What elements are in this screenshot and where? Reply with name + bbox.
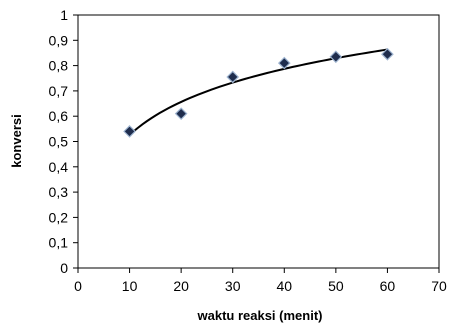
data-point-diamond: [329, 50, 343, 64]
data-point-diamond: [381, 47, 394, 61]
y-axis-ticks: 0 0,1 0,2 0,3 0,4 0,5 0,6 0,7 0,8 0,9 1: [49, 7, 78, 276]
x-tick-label: 30: [225, 278, 241, 294]
x-tick-label: 40: [276, 278, 292, 294]
trendline: [128, 48, 388, 136]
y-tick-label: 0,7: [49, 83, 69, 99]
y-tick-label: 0,5: [49, 134, 69, 150]
y-tick-label: 0,2: [49, 209, 69, 225]
y-tick-label: 0,1: [49, 235, 69, 251]
x-tick-label: 20: [173, 278, 189, 294]
x-axis-title: waktu reaksi (menit): [197, 308, 323, 323]
y-tick-label: 0,6: [49, 108, 69, 124]
data-point-diamond: [277, 56, 291, 70]
y-axis-title: konversi: [9, 114, 24, 167]
x-tick-label: 50: [328, 278, 344, 294]
x-tick-label: 0: [74, 278, 82, 294]
data-points: [123, 47, 394, 138]
y-tick-label: 1: [60, 7, 68, 23]
y-tick-label: 0,8: [49, 58, 69, 74]
y-tick-label: 0,4: [49, 159, 69, 175]
x-tick-label: 70: [431, 278, 447, 294]
y-tick-label: 0,9: [49, 32, 69, 48]
trendline-layer: [128, 48, 388, 136]
y-tick-label: 0,3: [49, 184, 69, 200]
x-tick-label: 60: [380, 278, 396, 294]
data-point-diamond: [226, 70, 240, 84]
x-axis-ticks: 0 10 20 30 40 50 60 70: [74, 268, 447, 294]
y-tick-label: 0: [60, 260, 68, 276]
data-point-diamond: [174, 107, 188, 121]
x-tick-label: 10: [122, 278, 138, 294]
data-point-diamond: [123, 125, 136, 138]
